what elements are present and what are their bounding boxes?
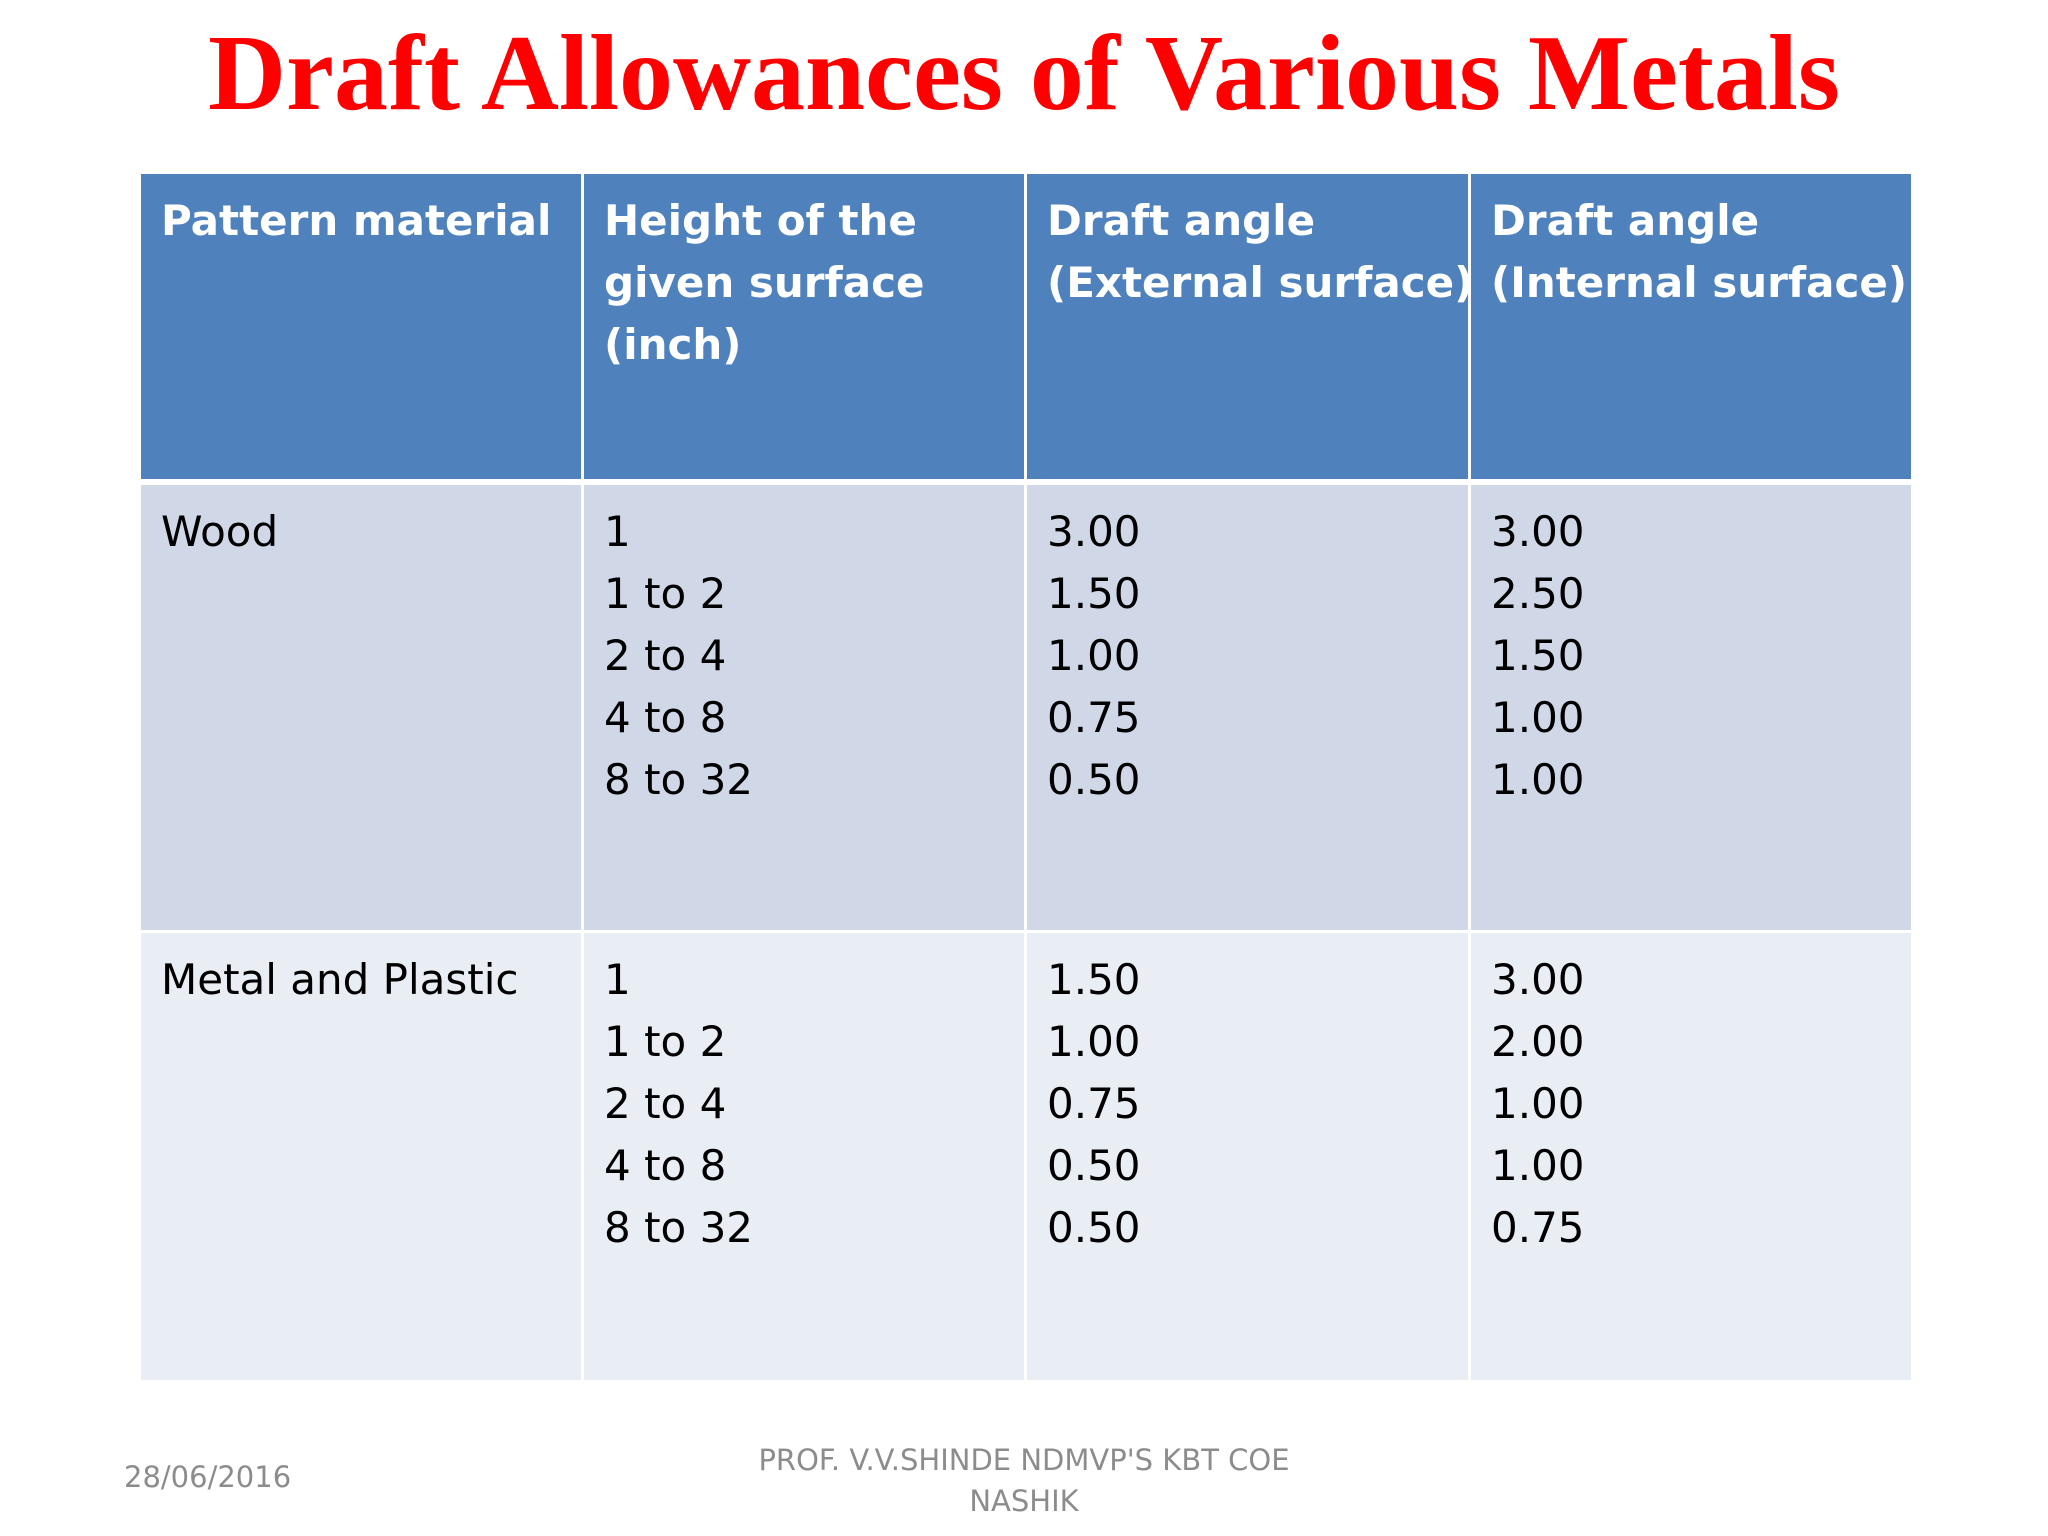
table-header-row: Pattern material Height of the given sur… — [138, 171, 1914, 483]
external-value: 3.00 — [1047, 506, 1141, 556]
internal-value: 1.00 — [1491, 1141, 1585, 1190]
internal-value: 1.00 — [1491, 754, 1585, 804]
header-line: Draft angle — [1491, 196, 1760, 245]
slide-title: Draft Allowances of Various Metals — [208, 14, 1840, 133]
external-value: 0.50 — [1047, 1203, 1141, 1252]
header-line: (External surface) — [1047, 258, 1474, 307]
internal-value: 1.00 — [1491, 692, 1585, 742]
external-value: 1.00 — [1047, 1017, 1141, 1066]
footer-credit-line: NASHIK — [969, 1484, 1079, 1518]
header-line: given surface — [604, 258, 925, 307]
height-value: 8 to 32 — [604, 754, 754, 804]
height-value: 1 to 2 — [604, 1017, 727, 1066]
height-value: 1 to 2 — [604, 568, 727, 618]
header-line: Height of the — [604, 196, 917, 245]
external-value: 1.00 — [1047, 630, 1141, 680]
height-value: 2 to 4 — [604, 1079, 727, 1128]
internal-value: 3.00 — [1491, 506, 1585, 556]
internal-value: 3.00 — [1491, 955, 1585, 1004]
external-value: 0.50 — [1047, 1141, 1141, 1190]
table-row: Wood 1 1 to 2 2 to 4 4 to 8 8 to 32 3.00… — [138, 480, 1914, 933]
external-value: 1.50 — [1047, 955, 1141, 1004]
cell-internal: 3.00 2.00 1.00 1.00 0.75 — [1468, 930, 1914, 1383]
footer-date: 28/06/2016 — [124, 1460, 292, 1494]
internal-value: 1.00 — [1491, 1079, 1585, 1128]
footer-credit: PROF. V.V.SHINDE NDMVP'S KBT COE NASHIK — [724, 1440, 1324, 1522]
header-line: (inch) — [604, 320, 742, 369]
table-row: Metal and Plastic 1 1 to 2 2 to 4 4 to 8… — [138, 930, 1914, 1383]
footer-credit-line: PROF. V.V.SHINDE NDMVP'S KBT COE — [758, 1443, 1290, 1477]
draft-allowance-table: Pattern material Height of the given sur… — [138, 171, 1914, 1383]
height-value: 4 to 8 — [604, 1141, 727, 1190]
internal-value: 1.50 — [1491, 630, 1585, 680]
height-value: 1 — [604, 506, 631, 556]
header-draft-external: Draft angle (External surface) — [1024, 171, 1474, 483]
internal-value: 2.50 — [1491, 568, 1585, 618]
header-line: Draft angle — [1047, 196, 1316, 245]
cell-external: 3.00 1.50 1.00 0.75 0.50 — [1024, 480, 1471, 933]
cell-heights: 1 1 to 2 2 to 4 4 to 8 8 to 32 — [581, 480, 1027, 933]
external-value: 0.50 — [1047, 754, 1141, 804]
header-pattern-material: Pattern material — [138, 171, 584, 483]
external-value: 1.50 — [1047, 568, 1141, 618]
header-draft-internal: Draft angle (Internal surface) — [1468, 171, 1914, 483]
height-value: 8 to 32 — [604, 1203, 754, 1252]
cell-material: Metal and Plastic — [138, 930, 584, 1383]
height-value: 1 — [604, 955, 631, 1004]
cell-heights: 1 1 to 2 2 to 4 4 to 8 8 to 32 — [581, 930, 1027, 1383]
cell-internal: 3.00 2.50 1.50 1.00 1.00 — [1468, 480, 1914, 933]
external-value: 0.75 — [1047, 1079, 1141, 1128]
cell-external: 1.50 1.00 0.75 0.50 0.50 — [1024, 930, 1471, 1383]
internal-value: 0.75 — [1491, 1203, 1585, 1252]
material-label: Wood — [161, 506, 279, 556]
internal-value: 2.00 — [1491, 1017, 1585, 1066]
external-value: 0.75 — [1047, 692, 1141, 742]
header-line: (Internal surface) — [1491, 258, 1908, 307]
height-value: 4 to 8 — [604, 692, 727, 742]
header-line: Pattern material — [161, 196, 552, 245]
cell-material: Wood — [138, 480, 584, 933]
height-value: 2 to 4 — [604, 630, 727, 680]
material-label: Metal and Plastic — [161, 955, 519, 1004]
header-height: Height of the given surface (inch) — [581, 171, 1027, 483]
